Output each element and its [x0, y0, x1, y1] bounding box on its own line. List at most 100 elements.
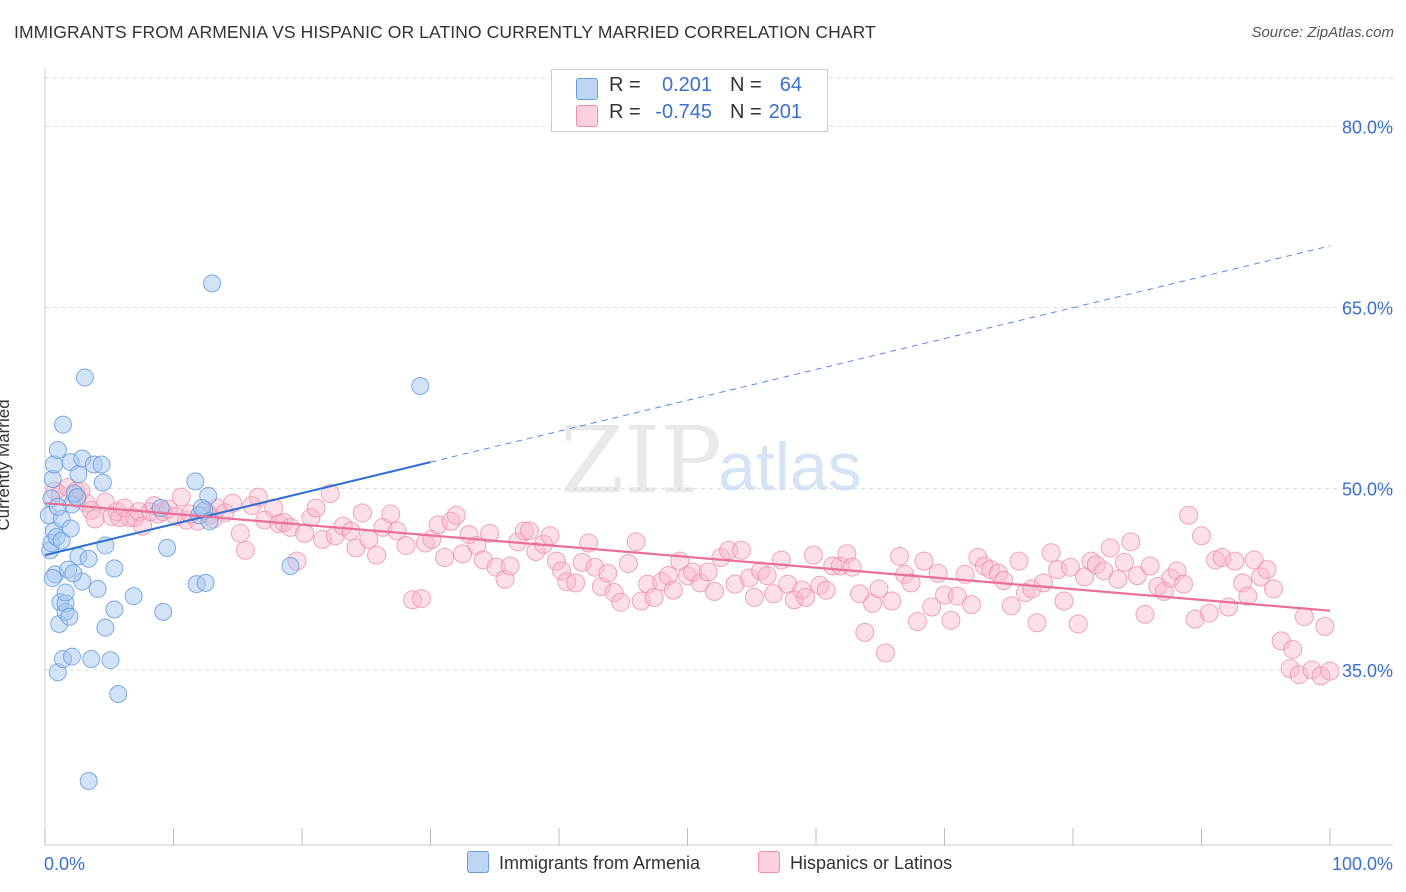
- n-label: N =: [730, 101, 762, 123]
- data-point-hispanics: [435, 548, 455, 568]
- data-point-hispanics: [367, 545, 387, 565]
- y-tick-labels: 35.0% 50.0% 65.0% 80.0%: [1342, 117, 1393, 681]
- x-tick-labels: 0.0% 100.0%: [44, 854, 1393, 874]
- data-point-armenia: [79, 549, 98, 568]
- legend-swatch-armenia: [576, 78, 598, 100]
- data-point-hispanics: [626, 532, 646, 552]
- data-point-armenia: [79, 771, 98, 790]
- data-point-armenia: [105, 600, 124, 619]
- data-point-hispanics: [1121, 532, 1141, 552]
- data-point-armenia: [158, 538, 177, 557]
- data-point-hispanics: [796, 587, 816, 607]
- data-point-hispanics: [428, 515, 448, 535]
- data-point-hispanics: [412, 589, 432, 609]
- data-point-armenia: [82, 649, 101, 668]
- legend-swatch-hispanics: [576, 105, 598, 127]
- data-point-hispanics: [1041, 543, 1061, 563]
- data-point-hispanics: [566, 573, 586, 593]
- data-point-hispanics: [731, 540, 751, 560]
- data-point-hispanics: [598, 563, 618, 583]
- stats-legend: R = 0.201 N = 64 R = -0.745 N = 201: [551, 69, 828, 132]
- data-point-hispanics: [618, 554, 638, 574]
- watermark-atlas: atlas: [718, 429, 862, 505]
- data-point-armenia: [154, 602, 173, 621]
- data-point-hispanics: [816, 580, 836, 600]
- data-point-hispanics: [1094, 561, 1114, 581]
- data-point-hispanics: [85, 509, 105, 529]
- data-point-armenia: [48, 441, 67, 460]
- data-point-hispanics: [1257, 560, 1277, 580]
- data-point-armenia: [186, 472, 205, 491]
- data-point-hispanics: [1225, 551, 1245, 571]
- data-point-hispanics: [882, 591, 902, 611]
- data-point-hispanics: [313, 529, 333, 549]
- data-point-hispanics: [441, 511, 461, 531]
- data-point-hispanics: [1108, 569, 1128, 589]
- data-point-hispanics: [842, 557, 862, 577]
- data-point-hispanics: [1009, 551, 1029, 571]
- data-point-hispanics: [611, 592, 631, 612]
- data-point-hispanics: [855, 622, 875, 642]
- data-point-hispanics: [644, 587, 664, 607]
- data-point-hispanics: [1054, 591, 1074, 611]
- r-value: 0.201: [661, 74, 712, 96]
- data-point-hispanics: [1263, 579, 1283, 599]
- data-point-hispanics: [908, 612, 928, 632]
- data-point-hispanics: [1033, 573, 1053, 593]
- watermark: ZIP atlas: [560, 407, 862, 514]
- data-point-hispanics: [519, 521, 539, 541]
- data-point-hispanics: [320, 484, 340, 504]
- legend-item-armenia[interactable]: Immigrants from Armenia: [467, 851, 700, 877]
- data-point-hispanics: [540, 526, 560, 546]
- data-point-hispanics: [875, 643, 895, 663]
- x-tick-label: 0.0%: [44, 854, 85, 874]
- data-point-hispanics: [863, 593, 883, 613]
- data-point-hispanics: [1068, 614, 1088, 634]
- y-tick-label: 50.0%: [1342, 480, 1393, 500]
- data-point-armenia: [53, 415, 72, 434]
- data-point-armenia: [56, 583, 75, 602]
- data-point-hispanics: [166, 506, 186, 526]
- source-label: Source: ZipAtlas.com: [1251, 24, 1394, 41]
- data-point-hispanics: [1060, 557, 1080, 577]
- data-point-hispanics: [890, 546, 910, 566]
- data-point-hispanics: [604, 583, 624, 603]
- data-point-hispanics: [1244, 550, 1264, 570]
- data-point-hispanics: [704, 581, 724, 601]
- data-point-hispanics: [725, 574, 745, 594]
- data-point-hispanics: [764, 584, 784, 604]
- data-point-hispanics: [941, 610, 961, 630]
- legend-label-armenia: Immigrants from Armenia: [499, 853, 701, 873]
- data-point-hispanics: [663, 580, 683, 600]
- data-point-hispanics: [396, 535, 416, 555]
- data-point-armenia: [101, 651, 120, 670]
- data-point-hispanics: [1311, 666, 1331, 686]
- data-point-hispanics: [1127, 566, 1147, 586]
- data-point-armenia: [68, 488, 87, 507]
- data-point-hispanics: [683, 562, 703, 582]
- n-label: N =: [730, 74, 762, 96]
- data-point-hispanics: [552, 561, 572, 581]
- data-point-hispanics: [585, 557, 605, 577]
- trend-lines: [44, 245, 1331, 612]
- legend-item-hispanics[interactable]: Hispanics or Latinos: [758, 851, 952, 877]
- data-point-hispanics: [928, 563, 948, 583]
- chart-title: IMMIGRANTS FROM ARMENIA VS HISPANIC OR L…: [14, 22, 876, 42]
- data-point-hispanics: [711, 548, 731, 568]
- data-point-hispanics: [698, 562, 718, 582]
- data-point-hispanics: [352, 503, 372, 523]
- data-point-hispanics: [914, 551, 934, 571]
- data-point-hispanics: [514, 521, 534, 541]
- trend-line-armenia: [44, 461, 431, 557]
- data-point-armenia: [43, 569, 62, 588]
- data-point-hispanics: [869, 579, 889, 599]
- trend-line-hispanics: [44, 502, 1331, 612]
- data-point-hispanics: [757, 566, 777, 586]
- series-armenia-points: [39, 274, 430, 790]
- legend-swatch-armenia: [467, 851, 489, 873]
- data-point-hispanics: [784, 590, 804, 610]
- data-point-armenia: [69, 465, 88, 484]
- data-point-hispanics: [1238, 586, 1258, 606]
- data-point-hispanics: [1135, 604, 1155, 624]
